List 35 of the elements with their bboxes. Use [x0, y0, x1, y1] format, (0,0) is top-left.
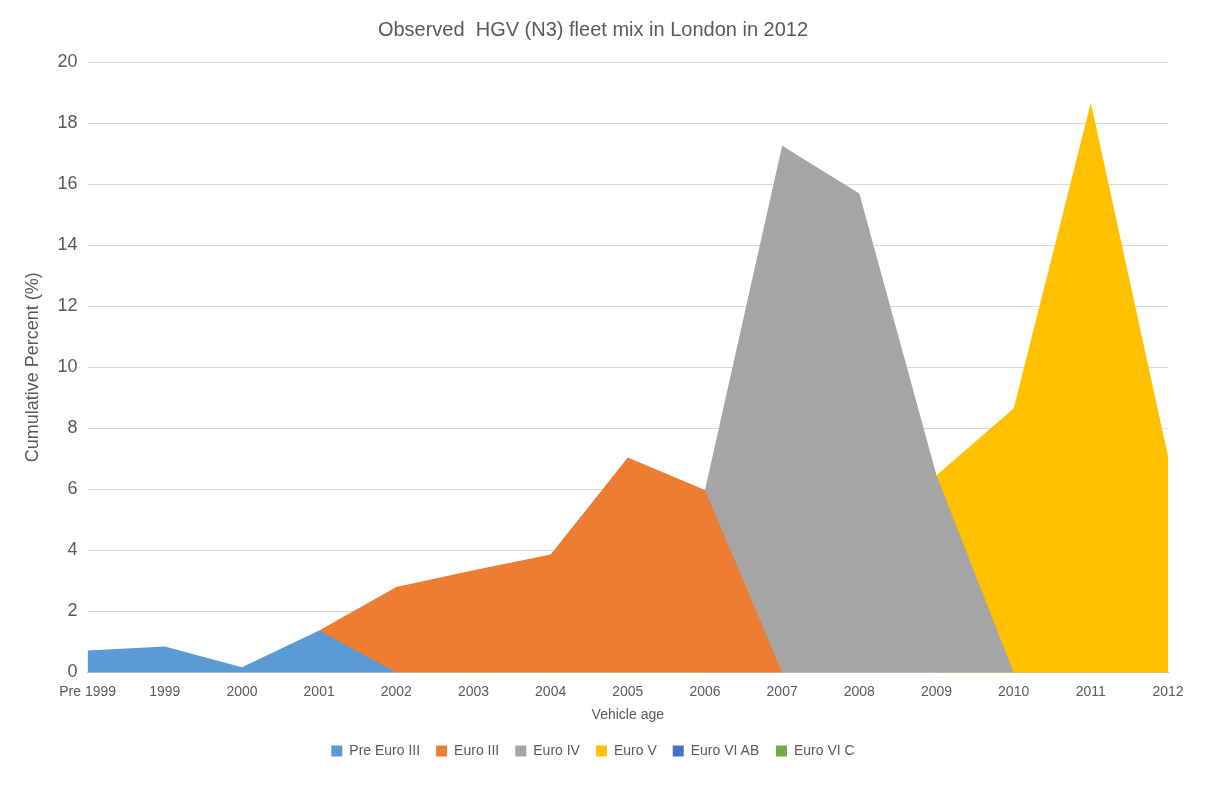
y-tick-label: 10: [57, 356, 78, 377]
legend-label: Euro V: [613, 741, 658, 758]
x-tick-label: 2005: [612, 682, 644, 699]
legend-label: Euro VI C: [794, 741, 855, 758]
x-tick-label: 2004: [535, 682, 567, 699]
x-tick-label: 2002: [380, 682, 413, 699]
x-tick-label: 2003: [457, 682, 490, 699]
y-tick-label: 14: [57, 234, 78, 255]
y-tick-label: 6: [67, 478, 78, 499]
x-tick-label: 2006: [689, 682, 721, 699]
y-tick-label: 18: [57, 112, 78, 133]
legend-label: Euro VI AB: [690, 741, 760, 758]
x-tick-label: 2011: [1075, 682, 1107, 699]
x-tick-label: Pre 1999: [59, 682, 117, 699]
legend-label: Euro IV: [533, 741, 581, 758]
x-tick-label: 2012: [1152, 682, 1184, 699]
x-tick-label: 2009: [920, 682, 953, 699]
x-tick-label: 2008: [843, 682, 876, 699]
legend-label: Pre Euro III: [349, 741, 421, 758]
x-tick-label: 2000: [226, 682, 258, 699]
x-tick-label: 2007: [766, 682, 798, 699]
y-tick-label: 16: [57, 173, 78, 194]
x-tick-label: 2010: [998, 682, 1030, 699]
x-axis-title: Vehicle age: [591, 706, 665, 723]
y-axis-title: Cumulative Percent (%): [21, 272, 42, 463]
y-tick-label: 2: [67, 600, 78, 621]
x-tick-label: 1999: [149, 682, 181, 699]
y-tick-label: 0: [67, 661, 78, 682]
y-tick-label: 20: [57, 50, 78, 71]
x-tick-label: 2001: [303, 682, 335, 699]
y-tick-label: 4: [67, 539, 78, 560]
chart-title: Observed HGV (N3) fleet mix in London in 2012: [377, 17, 809, 40]
y-tick-label: 8: [67, 417, 78, 438]
y-tick-label: 12: [57, 295, 78, 316]
legend-label: Euro III: [454, 741, 500, 758]
